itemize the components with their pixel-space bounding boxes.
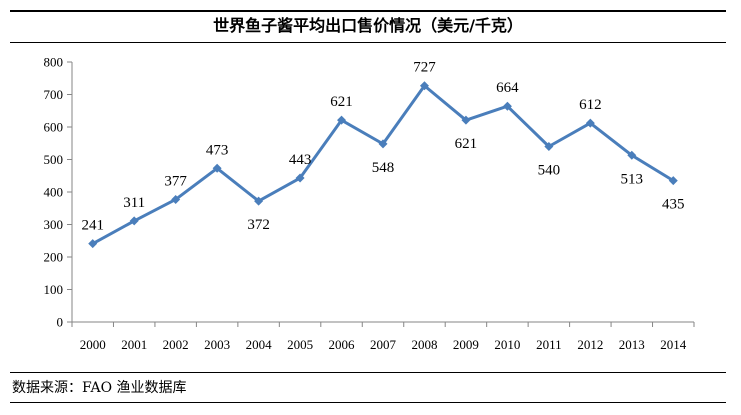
x-axis: 2000 2001 2002 2003 2004 2005 2006 2007 2008 2009… [71,321,695,352]
series [88,81,678,249]
data-point-2012 [585,118,595,128]
data-point-2004 [254,196,264,206]
data-label-2011: 540 [538,163,561,179]
data-point-2001 [129,216,139,226]
y-tick-label-600: 600 [44,120,64,135]
x-tick-label-2011: 2011 [536,337,562,352]
data-labels: 241 311 377 473 372 443 621 548 727 621 664 540 612 5… [81,60,684,234]
bottom-rule [10,402,726,403]
data-point-2006 [337,115,347,125]
source-note: 数据来源：FAO 渔业数据库 [12,380,187,396]
y-tick-label-800: 800 [44,55,64,70]
data-label-2001: 311 [123,195,145,211]
x-tick-label-2004: 2004 [246,337,273,352]
y-tick-label-200: 200 [44,250,64,265]
data-label-2013: 513 [621,171,644,187]
y-tick-label-500: 500 [44,152,64,167]
data-point-2010 [502,101,512,111]
data-label-2002: 377 [164,173,187,189]
data-label-2010: 664 [496,80,519,96]
y-axis: 0 100 200 300 400 500 600 700 800 [44,55,73,330]
x-tick-label-2007: 2007 [370,337,397,352]
x-tick-label-2000: 2000 [80,337,106,352]
data-point-2011 [544,142,554,151]
data-label-2000: 241 [81,218,104,234]
x-tick-label-2012: 2012 [577,337,603,352]
x-tick-label-2013: 2013 [619,337,645,352]
data-label-2014: 435 [662,197,685,213]
title-rule [10,42,726,43]
data-label-2004: 372 [247,217,270,233]
y-tick-label-400: 400 [44,185,64,200]
y-tick-label-100: 100 [44,282,64,297]
x-tick-label-2006: 2006 [329,337,356,352]
x-tick-label-2001: 2001 [121,337,147,352]
data-label-2012: 612 [579,97,602,113]
data-point-2007 [378,139,388,149]
data-point-2005 [295,173,305,183]
chart-frame: 世界鱼子酱平均出口售价情况（美元/千克） 数据来源：FAO 渔业数据库 [10,10,726,405]
data-point-2013 [627,150,637,160]
data-label-2006: 621 [330,94,353,110]
data-label-2003: 473 [206,142,229,158]
data-label-2007: 548 [372,160,395,176]
data-point-2003 [212,163,222,173]
source-rule [10,372,726,373]
data-point-2014 [668,176,678,186]
y-tick-label-300: 300 [44,217,64,232]
x-tick-label-2009: 2009 [453,337,479,352]
data-point-2008 [419,81,429,91]
x-tick-label-2014: 2014 [660,337,687,352]
data-label-2005: 443 [289,152,312,168]
data-point-2000 [88,239,98,249]
data-label-2009: 621 [455,136,478,152]
x-tick-label-2002: 2002 [163,337,189,352]
x-tick-label-2005: 2005 [287,337,313,352]
data-label-2008: 727 [413,60,436,76]
chart-title: 世界鱼子酱平均出口售价情况（美元/千克） [213,16,523,35]
data-point-2009 [461,115,471,125]
x-tick-label-2010: 2010 [494,337,520,352]
x-tick-label-2003: 2003 [204,337,230,352]
data-point-2002 [171,194,181,204]
y-tick-label-700: 700 [44,87,64,102]
x-tick-label-2008: 2008 [411,337,437,352]
top-rule [10,10,726,12]
y-tick-label-0: 0 [57,315,64,330]
